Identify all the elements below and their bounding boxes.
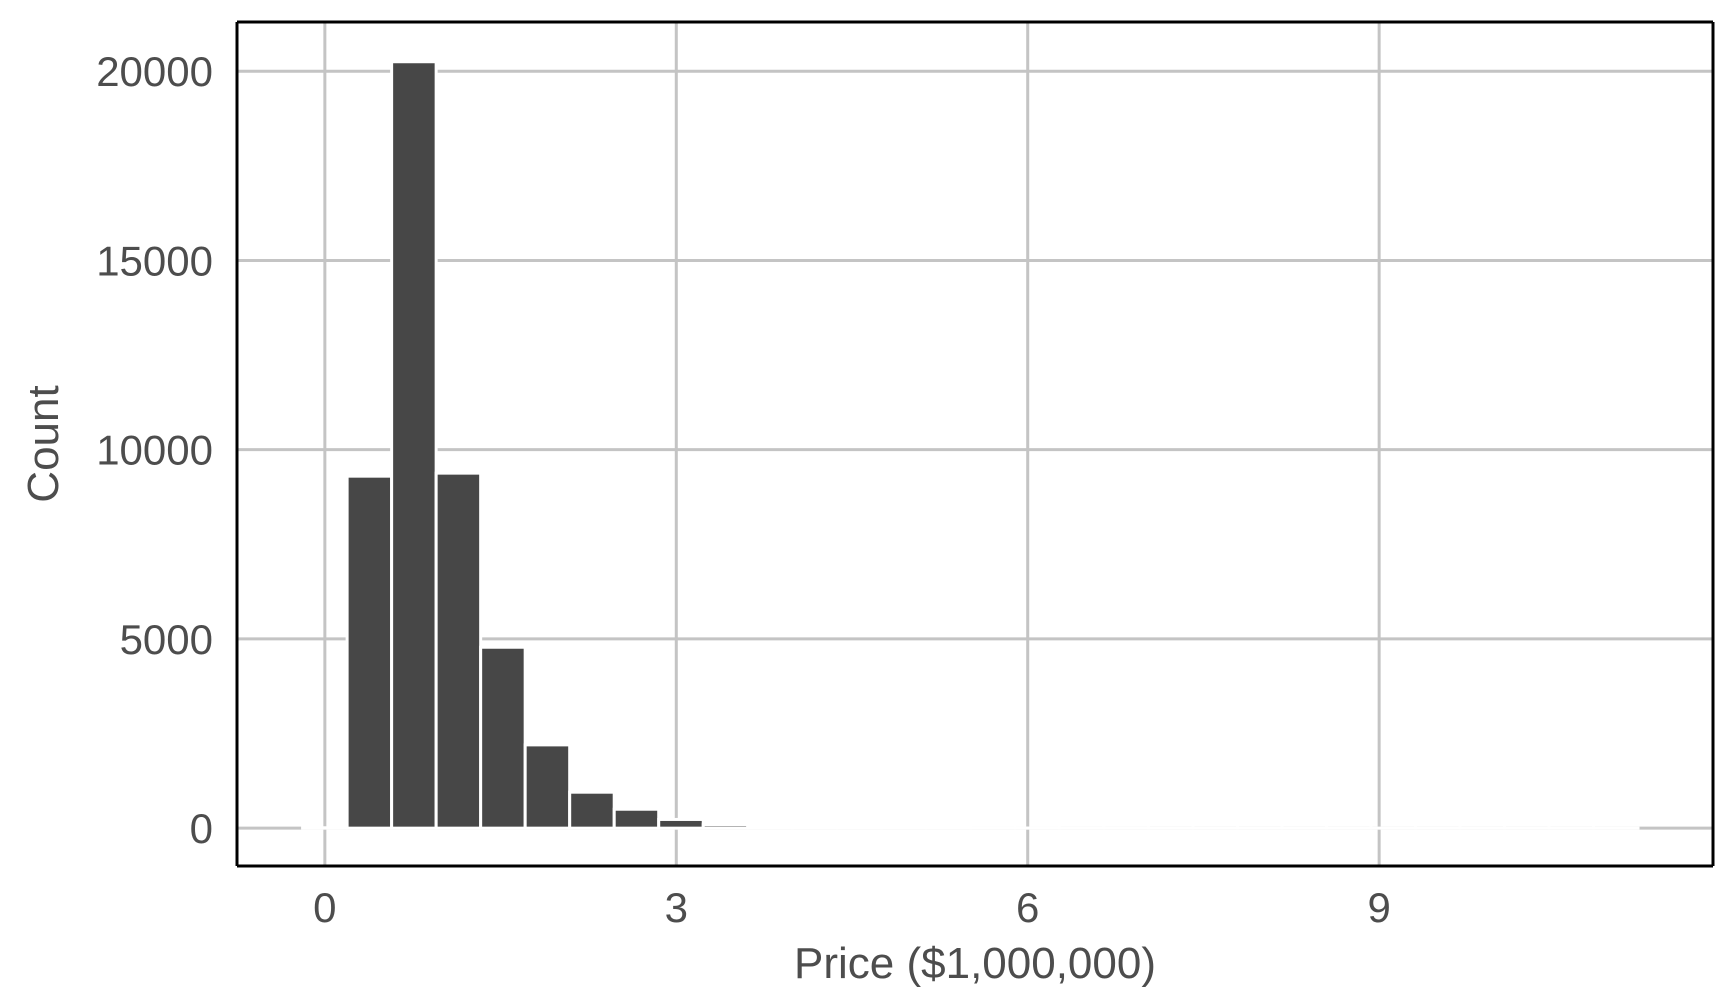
histogram-bar xyxy=(434,471,483,830)
x-tick-label: 0 xyxy=(313,884,336,931)
histogram-bar xyxy=(790,825,839,830)
histogram-bar xyxy=(390,60,438,830)
histogram-bar xyxy=(701,823,750,830)
histogram-bar xyxy=(568,790,616,830)
histogram-bar xyxy=(523,743,572,830)
bars xyxy=(301,60,1640,830)
y-tick-label: 20000 xyxy=(96,48,213,95)
axes xyxy=(235,20,1715,868)
histogram-bar xyxy=(657,817,705,830)
y-tick-label: 5000 xyxy=(120,616,213,663)
histogram-bar xyxy=(746,825,794,830)
x-axis-title: Price ($1,000,000) xyxy=(794,939,1156,988)
x-tick-label: 3 xyxy=(665,884,688,931)
y-tick-label: 10000 xyxy=(96,427,213,474)
y-tick-label: 15000 xyxy=(96,237,213,284)
histogram-bar xyxy=(612,807,661,830)
x-tick-label: 9 xyxy=(1367,884,1390,931)
tick-labels: 0 3 6 9 0 5000 10000 15000 20000 xyxy=(96,48,1391,931)
histogram-bar xyxy=(479,645,527,830)
y-tick-label: 0 xyxy=(190,805,213,852)
histogram-bar xyxy=(345,474,394,830)
y-axis-title: Count xyxy=(19,385,68,502)
x-tick-label: 6 xyxy=(1016,884,1039,931)
